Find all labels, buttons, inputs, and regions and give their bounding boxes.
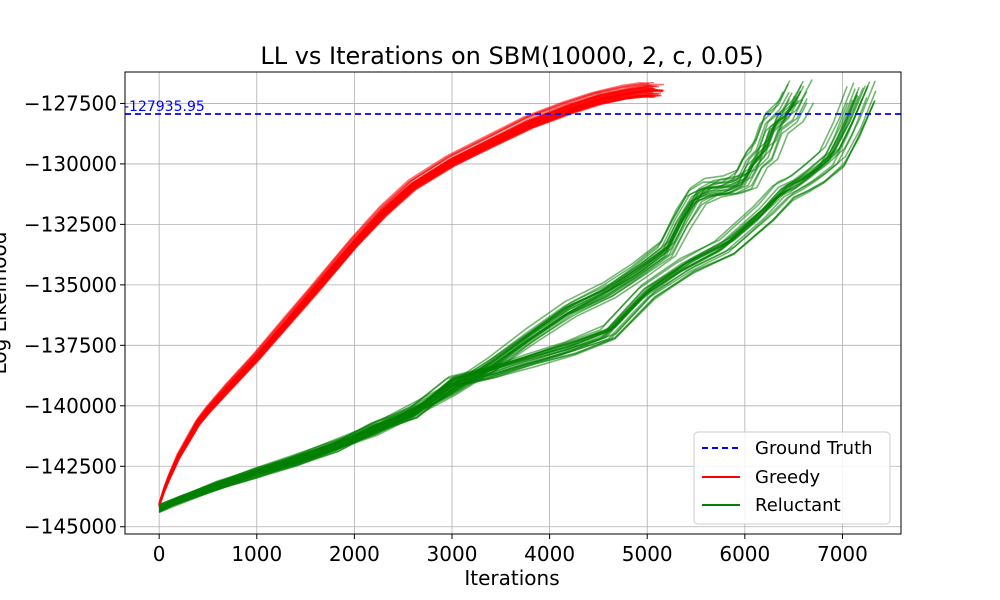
greedy-run-line — [158, 85, 655, 505]
y-tick-label: −137500 — [24, 333, 117, 357]
legend: Ground Truth Greedy Reluctant — [693, 431, 891, 525]
legend-label-greedy: Greedy — [755, 467, 821, 488]
legend-item-greedy: Greedy — [702, 467, 821, 488]
x-tick-label: 5000 — [622, 542, 673, 566]
greedy-run-line — [158, 94, 659, 507]
plot-frame — [124, 71, 902, 535]
ground-truth-value-label: -127935.95 — [124, 99, 205, 115]
reluctant-branch-2-run-line — [158, 102, 875, 514]
ground-truth-layer: -127935.95 — [124, 99, 901, 115]
x-tick-label: 3000 — [427, 542, 478, 566]
legend-item-reluctant: Reluctant — [702, 495, 841, 516]
reluctant-branch-2-run-line — [158, 82, 855, 508]
y-tick-label: −127500 — [24, 91, 117, 115]
plot-area — [158, 79, 877, 514]
reluctant-branch-2-run-line — [158, 95, 860, 513]
x-tick-label: 2000 — [329, 542, 380, 566]
greedy-series — [158, 81, 665, 508]
x-tick-label: 0 — [153, 542, 166, 566]
x-axis-label: Iterations — [464, 566, 559, 590]
y-tick-label: −145000 — [24, 515, 117, 539]
x-tick-label: 4000 — [524, 542, 575, 566]
greedy-run-line — [158, 85, 657, 504]
legend-item-ground-truth: Ground Truth — [702, 438, 873, 459]
chart-title: LL vs Iterations on SBM(10000, 2, c, 0.0… — [260, 42, 763, 70]
x-tick-label: 6000 — [719, 542, 770, 566]
greedy-run-line — [158, 81, 654, 504]
x-tick-label: 7000 — [817, 542, 868, 566]
reluctant-branch-2-run-line — [158, 81, 871, 509]
greedy-run-line — [158, 89, 652, 506]
greedy-run-line — [158, 90, 658, 506]
reluctant-branch-2-run-line — [158, 87, 864, 509]
x-axis-ticks: 0 1000 2000 3000 4000 5000 6000 7000 — [153, 534, 868, 566]
y-axis-label: Log Likelihood — [0, 232, 11, 375]
reluctant-branch-2-run-line — [158, 94, 858, 511]
greedy-run-line — [158, 82, 650, 504]
greedy-run-line — [158, 89, 651, 506]
x-tick-label: 1000 — [231, 542, 282, 566]
y-tick-label: −130000 — [24, 152, 117, 176]
greedy-run-line — [158, 83, 650, 505]
greedy-run-line — [158, 86, 653, 505]
legend-label-reluctant: Reluctant — [755, 495, 841, 516]
legend-box — [693, 431, 891, 525]
y-tick-label: −132500 — [24, 212, 117, 236]
y-tick-label: −135000 — [24, 273, 117, 297]
y-axis-ticks: −145000 −142500 −140000 −137500 −135000 −1325… — [24, 91, 125, 539]
y-tick-label: −142500 — [24, 454, 117, 478]
greedy-run-line — [158, 87, 654, 505]
y-tick-label: −140000 — [24, 394, 117, 418]
legend-label-ground-truth: Ground Truth — [755, 438, 873, 459]
reluctant-branch-2-series — [158, 80, 877, 514]
